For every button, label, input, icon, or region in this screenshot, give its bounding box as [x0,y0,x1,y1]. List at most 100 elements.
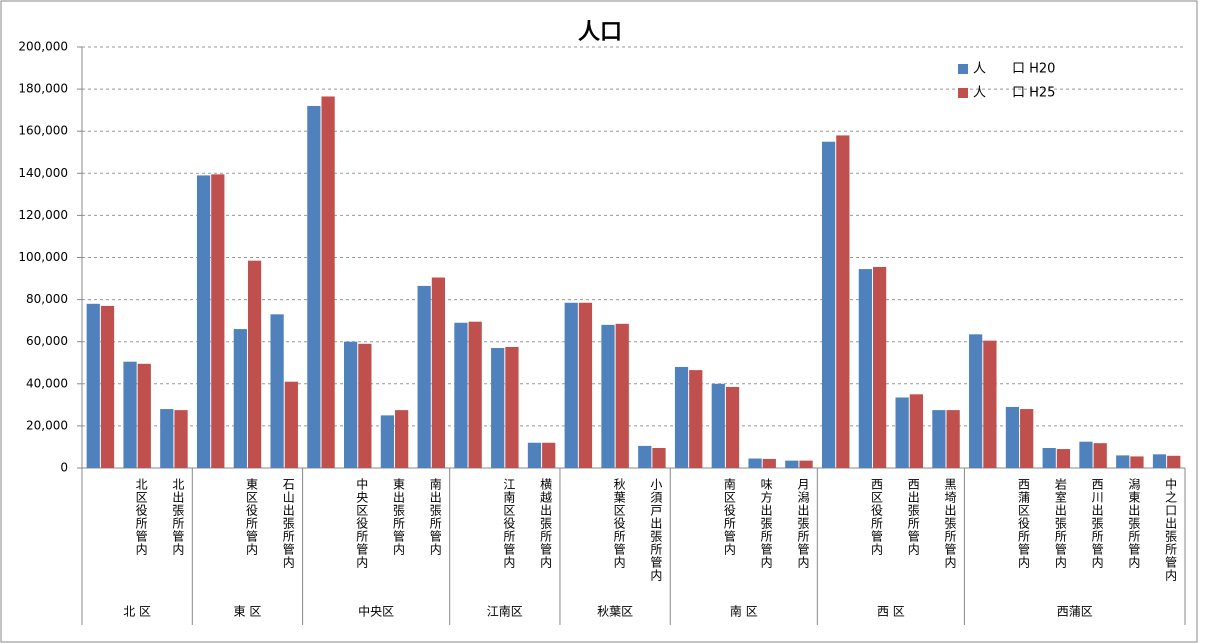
bar [1093,443,1107,468]
bar [932,410,946,468]
x-tick-label: 東区役所管内 [244,478,258,556]
bar [1005,406,1020,468]
group-label: 西 区 [877,605,905,619]
bar [969,334,983,468]
x-tick-label: 石山出張所管内 [281,478,295,569]
bar [1056,449,1071,468]
bar [858,269,872,468]
x-tick-label: 黒埼出張所管内 [943,478,957,569]
group-label: 秋葉区 [597,605,633,619]
bar [395,410,409,468]
y-tick-label: 40,000 [26,376,68,390]
bar [872,266,887,468]
bar [270,314,284,468]
y-tick-label: 0 [60,461,68,475]
bar [417,285,431,468]
y-tick-label: 20,000 [26,418,68,432]
legend-swatch [958,88,968,98]
x-tick-label: 南出張所管内 [428,477,442,556]
bar [689,370,703,468]
y-tick-label: 60,000 [26,334,68,348]
bar [725,386,740,468]
bar [785,460,799,468]
bar [836,135,850,468]
bar [100,305,115,468]
bar [211,174,225,469]
bar [123,361,137,468]
bar [674,366,689,468]
bar [1116,455,1130,468]
bar [174,410,188,468]
x-tick-label: 中之口出張所管内 [1164,477,1178,582]
y-tick-label: 200,000 [18,40,68,54]
y-tick-label: 180,000 [18,82,68,96]
x-tick-label: 北区役所管内 [134,478,148,556]
bar [491,348,505,468]
legend-label: 人 口 H25 [973,86,1055,101]
bar [454,322,468,468]
y-tick-label: 140,000 [18,166,68,180]
bar [307,105,321,468]
bar [233,329,247,468]
x-tick-label: 西蒲区役所管内 [1017,478,1031,569]
bar [652,448,666,468]
x-tick-label: 西川出張所管内 [1090,478,1104,569]
x-tick-label: 秋葉区役所管内 [612,478,626,569]
bar [638,445,652,468]
x-tick-label: 岩室出張所管内 [1053,477,1067,569]
bar [321,96,335,468]
x-tick-label: 小須戸出張所管内 [649,478,663,582]
bar [468,321,482,468]
bar [1130,456,1144,468]
bar [1167,455,1181,468]
x-tick-label: 中央区役所管内 [355,477,369,569]
bar [895,397,909,468]
bar [196,175,211,468]
bar [909,394,923,468]
bar [946,410,960,468]
bar [542,442,556,468]
bar [431,277,446,468]
bar [527,442,542,468]
group-label: 北 区 [123,605,151,619]
bar [284,381,298,468]
group-label: 西蒲区 [1057,605,1093,619]
group-label: 東 区 [234,605,262,619]
legend-swatch [958,64,968,74]
bar [505,346,519,468]
bar [344,341,358,468]
x-tick-label: 北出張所管内 [171,478,185,556]
bar [380,415,395,468]
group-label: 江南区 [487,604,523,619]
bar [711,383,725,468]
bar [578,302,593,468]
bar [160,409,174,468]
x-tick-label: 江南区役所管内 [502,478,516,569]
x-tick-label: 潟東出張所管内 [1127,478,1141,569]
bar [615,323,629,468]
x-tick-label: 西出張所管内 [906,478,920,556]
bar [1042,448,1056,468]
group-label: 中央区 [358,604,394,619]
legend-label: 人 口 H20 [973,62,1055,77]
bar [799,460,813,468]
bar [748,458,762,468]
bar [137,363,151,468]
chart-title: 人口 [578,20,622,45]
y-tick-label: 160,000 [18,124,68,138]
bar [1020,409,1034,468]
y-tick-label: 100,000 [18,250,68,264]
y-tick-label: 120,000 [18,208,68,222]
bar [1152,454,1167,468]
bar [564,302,578,468]
bar [247,260,262,468]
x-tick-label: 西区役所管内 [869,478,883,556]
bar [601,324,615,468]
bar [1079,441,1093,468]
x-tick-label: 東出張所管内 [392,478,406,556]
bar [821,141,836,468]
bar [86,303,100,468]
x-tick-label: 横越出張所管内 [539,478,553,569]
x-tick-label: 味方出張所管内 [759,478,773,569]
